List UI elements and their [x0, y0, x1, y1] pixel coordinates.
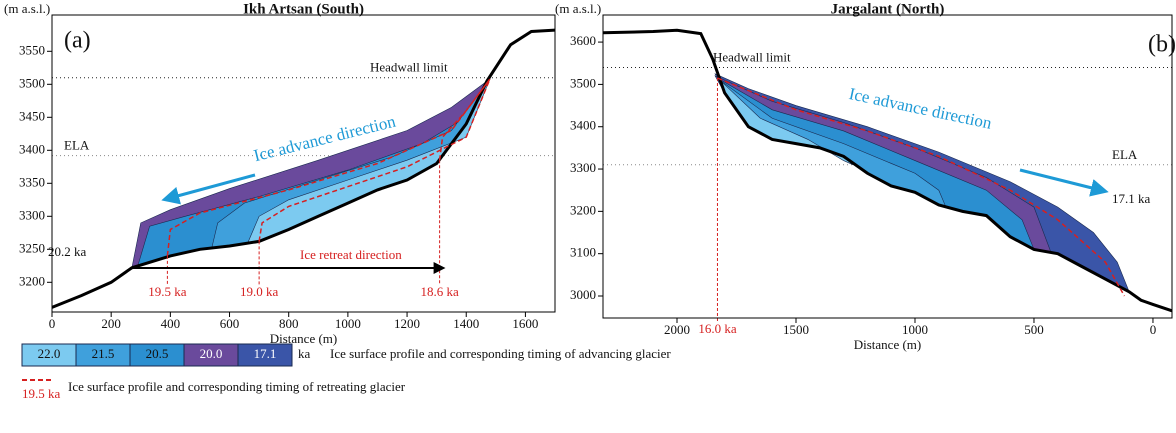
legend-unit: ka: [298, 346, 311, 361]
retreat-label: 19.0 ka: [240, 284, 279, 299]
y-tick-label: 3400: [570, 118, 596, 133]
legend-label: 20.0: [200, 346, 223, 361]
legend-label: 22.0: [38, 346, 61, 361]
legend-label: 21.5: [92, 346, 115, 361]
advance-text: Ice advance direction: [847, 84, 994, 133]
advance-arrow: [1019, 168, 1109, 197]
retreating-profile: [258, 78, 491, 242]
y-tick-label: 3500: [570, 75, 596, 90]
legend-label: 17.1: [254, 346, 277, 361]
x-tick-label: 200: [101, 316, 121, 331]
legend-swatch: [237, 343, 293, 367]
y-tick-label: 3100: [570, 245, 596, 260]
advance-arrow: [161, 173, 256, 205]
y-tick-label: 3500: [19, 75, 45, 90]
plot-frame: [602, 14, 1173, 319]
legend-retreat-text: Ice surface profile and corresponding ti…: [68, 379, 406, 394]
front-label: 20.2 ka: [48, 244, 87, 259]
retreat-label: 19.5 ka: [148, 284, 187, 299]
x-axis-label: Distance (m): [270, 331, 338, 346]
y-tick-label: 3300: [570, 160, 596, 175]
reference-label: ELA: [1112, 147, 1138, 162]
retreat-label: 18.6 ka: [420, 284, 459, 299]
y-axis-label: (m a.s.l.): [555, 1, 601, 16]
legend-advance-text: Ice surface profile and corresponding ti…: [330, 346, 671, 361]
x-tick-label: 400: [161, 316, 181, 331]
panel-label: (b): [1148, 32, 1176, 58]
y-tick-label: 3550: [19, 42, 45, 57]
chart-title: Ikh Artsan (South): [243, 1, 364, 17]
y-tick-label: 3200: [570, 202, 596, 217]
y-tick-label: 3300: [19, 207, 45, 222]
y-tick-label: 3000: [570, 287, 596, 302]
x-tick-label: 0: [1150, 322, 1157, 337]
legend-retreat-label: 19.5 ka: [22, 386, 61, 401]
reference-label: Headwall limit: [370, 60, 448, 75]
retreating-profile: [717, 77, 1126, 297]
panel-label: (a): [64, 28, 91, 54]
y-tick-label: 3400: [19, 141, 45, 156]
y-tick-label: 3600: [570, 33, 596, 48]
x-tick-label: 2000: [664, 322, 690, 337]
chart-title: Jargalant (North): [831, 1, 945, 17]
y-tick-label: 3350: [19, 174, 45, 189]
x-tick-label: 1600: [512, 316, 538, 331]
plot-frame: [51, 14, 556, 313]
reference-label: ELA: [64, 138, 90, 153]
y-axis-label: (m a.s.l.): [4, 1, 50, 16]
front-label: 17.1 ka: [1112, 191, 1151, 206]
x-tick-label: 0: [49, 316, 56, 331]
retreating-profile: [438, 78, 491, 161]
x-axis-label: Distance (m): [854, 337, 922, 352]
bedrock: [602, 28, 1173, 313]
x-tick-label: 1000: [902, 322, 928, 337]
legend-label: 20.5: [146, 346, 169, 361]
x-tick-label: 500: [1024, 322, 1044, 337]
retreat-label: 16.0 ka: [698, 321, 737, 336]
reference-label: Headwall limit: [713, 49, 791, 64]
y-tick-label: 3200: [19, 273, 45, 288]
retreat-text: Ice retreat direction: [300, 247, 402, 262]
x-tick-label: 1400: [453, 316, 479, 331]
x-tick-label: 800: [279, 316, 299, 331]
x-tick-label: 600: [220, 316, 240, 331]
y-tick-label: 3450: [19, 108, 45, 123]
x-tick-label: 1200: [394, 316, 420, 331]
retreating-profile: [166, 78, 491, 256]
x-tick-label: 1500: [783, 322, 809, 337]
x-tick-label: 1000: [335, 316, 361, 331]
y-tick-label: 3250: [19, 240, 45, 255]
